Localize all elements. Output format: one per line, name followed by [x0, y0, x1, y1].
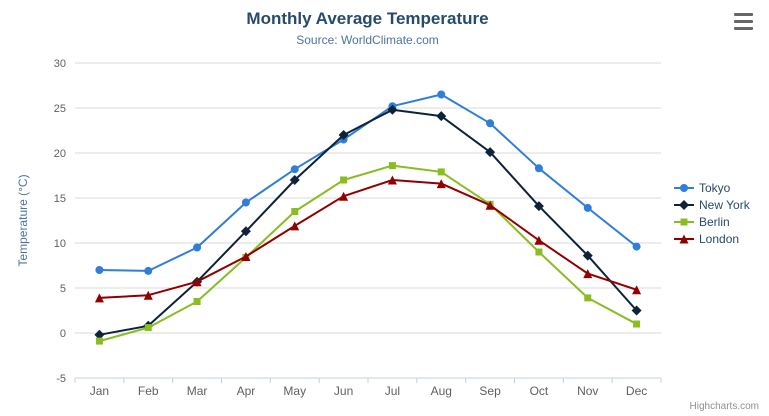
- data-point-tokyo[interactable]: [290, 165, 299, 174]
- data-point-london[interactable]: [143, 290, 153, 300]
- chart-subtitle: Source: WorldClimate.com: [296, 33, 439, 47]
- legend-symbol-circle-icon: [674, 183, 694, 192]
- data-point-london[interactable]: [436, 179, 446, 189]
- x-axis-tick-label: Nov: [577, 384, 598, 398]
- chart-title: Monthly Average Temperature: [246, 9, 489, 28]
- legend-symbol-square-icon: [674, 218, 694, 225]
- series-tokyo[interactable]: [95, 90, 641, 275]
- x-axis-tick-label: May: [283, 384, 306, 398]
- series-line-berlin: [99, 164, 638, 343]
- y-axis-tick-label: 15: [54, 193, 66, 205]
- legend-item-london[interactable]: London: [674, 230, 750, 247]
- data-point-berlin[interactable]: [291, 208, 299, 215]
- data-point-london[interactable]: [241, 252, 251, 261]
- data-point-berlin[interactable]: [193, 298, 201, 305]
- data-point-new-york[interactable]: [289, 175, 300, 185]
- data-point-tokyo[interactable]: [583, 203, 592, 212]
- y-axis-tick-label: 10: [54, 238, 66, 250]
- series-london[interactable]: [94, 175, 642, 303]
- x-axis-tick-label: Apr: [237, 384, 256, 398]
- legend-label: London: [699, 231, 740, 246]
- data-point-london[interactable]: [192, 277, 202, 287]
- data-point-new-york[interactable]: [582, 250, 593, 261]
- x-axis-tick-label: Dec: [626, 384, 647, 398]
- data-point-berlin[interactable]: [584, 294, 592, 302]
- y-axis-tick-label: 20: [54, 148, 66, 160]
- export-menu-button[interactable]: [732, 13, 756, 30]
- data-point-new-york[interactable]: [533, 201, 544, 212]
- data-point-new-york[interactable]: [631, 305, 642, 316]
- data-point-london[interactable]: [339, 191, 349, 201]
- data-point-london[interactable]: [632, 285, 642, 295]
- x-axis-tick-label: Jun: [334, 384, 353, 398]
- data-point-berlin[interactable]: [535, 248, 543, 256]
- data-point-berlin[interactable]: [633, 320, 641, 328]
- data-point-tokyo[interactable]: [241, 198, 250, 207]
- y-axis-tick-label: 0: [60, 328, 66, 340]
- x-axis-tick-label: Sep: [479, 384, 501, 398]
- data-point-new-york[interactable]: [436, 111, 447, 122]
- data-point-tokyo[interactable]: [193, 243, 202, 252]
- x-axis-tick-label: Jan: [90, 384, 109, 398]
- data-point-berlin[interactable]: [144, 324, 152, 332]
- data-point-new-york[interactable]: [240, 226, 251, 237]
- legend-symbol-marker[interactable]: [680, 183, 688, 192]
- data-point-berlin[interactable]: [388, 162, 396, 170]
- legend-item-tokyo[interactable]: Tokyo: [674, 179, 750, 196]
- y-axis-title: Temperature (°C): [16, 174, 30, 266]
- data-point-london[interactable]: [94, 293, 104, 303]
- y-axis-tick-label: 25: [54, 103, 66, 115]
- legend-symbol-marker[interactable]: [680, 218, 688, 225]
- legend-symbol-marker[interactable]: [679, 234, 689, 243]
- x-axis-tick-label: Oct: [530, 384, 549, 398]
- data-point-berlin[interactable]: [340, 176, 348, 184]
- legend-symbol-triangle-icon: [674, 234, 694, 243]
- y-axis-tick-label: 30: [54, 58, 66, 70]
- y-axis-tick-label: 5: [60, 283, 66, 295]
- data-point-tokyo[interactable]: [144, 266, 153, 275]
- hamburger-menu-icon: [734, 27, 753, 30]
- data-point-berlin[interactable]: [437, 168, 445, 176]
- x-axis-tick-label: Feb: [138, 384, 159, 398]
- data-point-tokyo[interactable]: [632, 242, 641, 251]
- data-point-tokyo[interactable]: [534, 164, 543, 173]
- y-axis-tick-label: -5: [56, 373, 66, 385]
- series-line-new-york: [99, 108, 638, 336]
- x-axis-tick-label: Aug: [431, 384, 452, 398]
- credits-link[interactable]: Highcharts.com: [689, 401, 759, 412]
- x-axis-tick-label: Jul: [385, 384, 400, 398]
- data-point-london[interactable]: [485, 200, 495, 210]
- data-point-new-york[interactable]: [338, 130, 349, 140]
- x-axis-tick-label: Mar: [187, 384, 208, 398]
- legend-item-new-york[interactable]: New York: [674, 196, 750, 213]
- legend-label: New York: [699, 197, 750, 212]
- legend: Tokyo New York Berlin London: [674, 179, 750, 247]
- series-line-tokyo: [99, 93, 638, 272]
- data-point-london[interactable]: [387, 175, 397, 185]
- data-point-berlin[interactable]: [95, 337, 103, 345]
- data-point-tokyo[interactable]: [437, 90, 446, 99]
- legend-item-berlin[interactable]: Berlin: [674, 213, 750, 230]
- data-point-new-york[interactable]: [485, 147, 496, 158]
- series-line-london: [99, 179, 637, 299]
- hamburger-menu-icon: [734, 13, 753, 16]
- data-point-new-york[interactable]: [94, 329, 105, 340]
- legend-symbol-marker[interactable]: [679, 199, 689, 210]
- data-point-london[interactable]: [583, 269, 593, 279]
- legend-symbol-diamond-icon: [674, 199, 694, 210]
- data-point-new-york[interactable]: [387, 104, 398, 115]
- data-point-london[interactable]: [290, 221, 300, 231]
- legend-label: Tokyo: [699, 180, 731, 195]
- data-point-tokyo[interactable]: [486, 119, 495, 128]
- data-point-london[interactable]: [534, 235, 544, 245]
- hamburger-menu-icon: [734, 20, 753, 23]
- legend-label: Berlin: [699, 214, 730, 229]
- series-new-york[interactable]: [94, 104, 642, 340]
- data-point-tokyo[interactable]: [95, 266, 104, 274]
